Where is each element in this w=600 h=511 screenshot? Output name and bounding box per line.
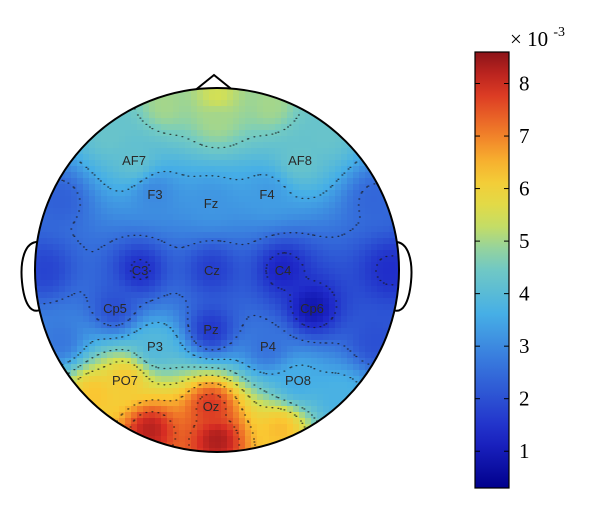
colorbar-tick-label: 3: [519, 334, 530, 358]
right-ear-outline: [392, 240, 413, 312]
colorbar-tick-label: 4: [519, 282, 530, 306]
electrode-label-fz: Fz: [204, 196, 218, 211]
head-outline: [34, 87, 400, 453]
colorbar-tick-label: 7: [519, 124, 530, 148]
electrode-label-f4: F4: [259, 187, 274, 202]
contour-line: [129, 252, 394, 329]
colorbar-tick-label: 5: [519, 229, 530, 253]
electrode-label-c4: C4: [275, 263, 292, 278]
colorbar-gradient: [474, 51, 510, 489]
electrode-label-po8: PO8: [285, 373, 311, 388]
electrode-label-pz: Pz: [203, 322, 218, 337]
colorbar-multiplier: × 10 -3: [510, 25, 565, 51]
electrode-label-p3: P3: [147, 339, 163, 354]
electrode-label-cz: Cz: [204, 263, 220, 278]
electrode-label-cp6: Cp6: [300, 301, 324, 316]
electrode-label-oz: Oz: [203, 399, 220, 414]
colorbar-tick-label: 6: [519, 177, 530, 201]
colorbar-tick-label: 8: [519, 72, 530, 96]
colorbar: 1 2 3 4 5 6 7 8 × 10 -3: [474, 25, 565, 489]
left-ear-outline: [20, 240, 41, 312]
electrode-labels: AF7 AF8 F3 Fz F4 C3 Cz C4 Cp5 Cp6 Pz P3 P4 PO7 PO8 Oz: [103, 153, 324, 414]
electrode-label-c3: C3: [132, 263, 149, 278]
electrode-label-p4: P4: [260, 339, 276, 354]
electrode-label-af7: AF7: [122, 153, 146, 168]
electrode-label-cp5: Cp5: [103, 301, 127, 316]
contour-line: [109, 382, 257, 446]
colorbar-tick-label: 1: [519, 439, 530, 463]
electrode-label-f3: F3: [147, 187, 162, 202]
electrode-label-po7: PO7: [112, 373, 138, 388]
electrode-label-af8: AF8: [288, 153, 312, 168]
colorbar-tick-label: 2: [519, 387, 530, 411]
